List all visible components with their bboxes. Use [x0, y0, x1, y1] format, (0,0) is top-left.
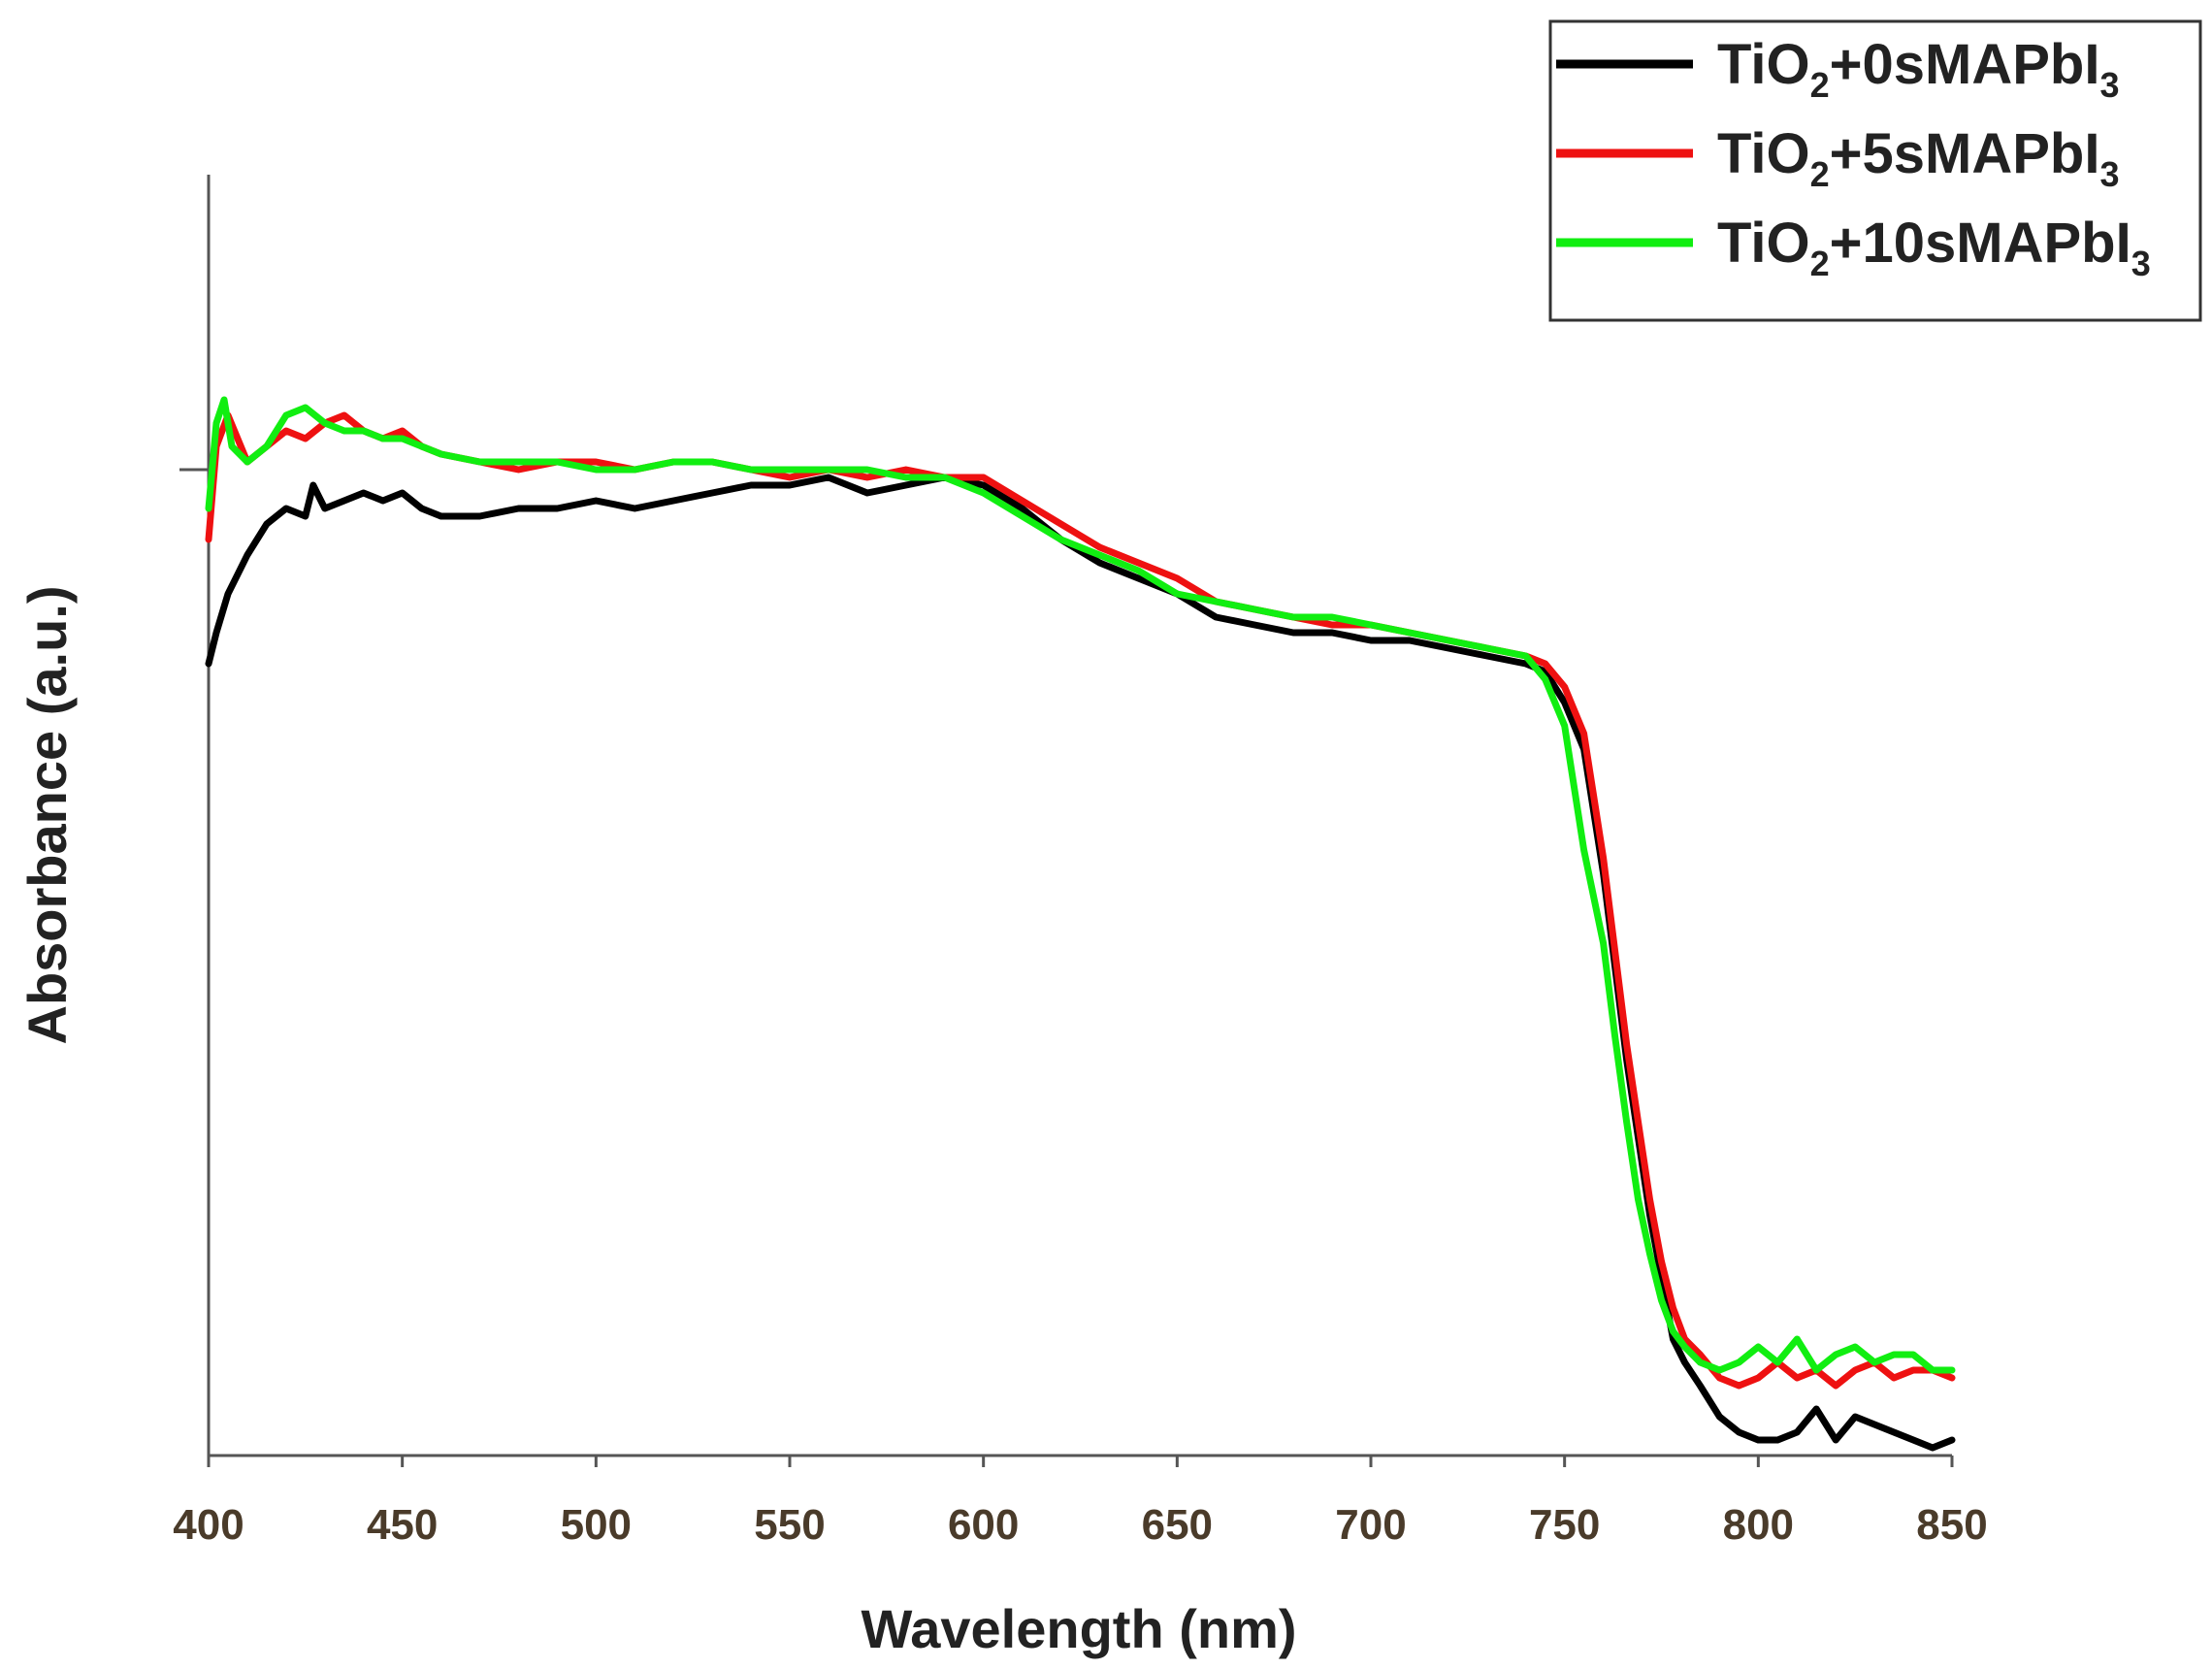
- series-layer: [205, 396, 1956, 1452]
- legend-label-part: TiO: [1717, 33, 1810, 96]
- legend-label-0: TiO2+0sMAPbI3: [1717, 33, 2120, 105]
- x-tick-label: 850: [1916, 1501, 1987, 1549]
- legend-box: [1548, 19, 2202, 322]
- legend-label-part: TiO: [1717, 212, 1810, 275]
- legend-label-part: 3: [2131, 244, 2151, 283]
- x-ticks: 400 450 500 550 600 650 700 750 800 850: [173, 1456, 1988, 1549]
- series-line-1: [205, 411, 1956, 1390]
- legend-label-1: TiO2+5sMAPbI3: [1717, 122, 2120, 194]
- y-axis-title: Absorbance (a.u.): [16, 586, 78, 1045]
- x-tick-label: 650: [1142, 1501, 1213, 1549]
- x-tick-label: 400: [173, 1501, 244, 1549]
- x-axis-title: Wavelength (nm): [861, 1598, 1296, 1659]
- legend-label-part: +5sMAPbI: [1830, 122, 2100, 185]
- x-tick-label: 450: [367, 1501, 438, 1549]
- legend-label-part: 3: [2099, 154, 2119, 194]
- legend-label-part: 2: [1810, 154, 1830, 194]
- x-tick-label: 600: [948, 1501, 1019, 1549]
- legend-label-part: TiO: [1717, 122, 1810, 185]
- x-tick-label: 550: [754, 1501, 825, 1549]
- x-tick-label: 500: [561, 1501, 632, 1549]
- series-line-0: [205, 474, 1956, 1452]
- legend-label-part: 3: [2099, 65, 2119, 105]
- legend-label-2: TiO2+10sMAPbI3: [1717, 212, 2151, 283]
- legend-label-part: +10sMAPbI: [1830, 212, 2131, 275]
- x-tick-label: 750: [1529, 1501, 1600, 1549]
- series-line-2: [205, 396, 1956, 1374]
- x-tick-label: 800: [1723, 1501, 1794, 1549]
- legend-label-part: 2: [1810, 65, 1830, 105]
- legend-label-part: 2: [1810, 244, 1830, 283]
- x-tick-label: 700: [1335, 1501, 1406, 1549]
- legend-label-part: +0sMAPbI: [1830, 33, 2100, 96]
